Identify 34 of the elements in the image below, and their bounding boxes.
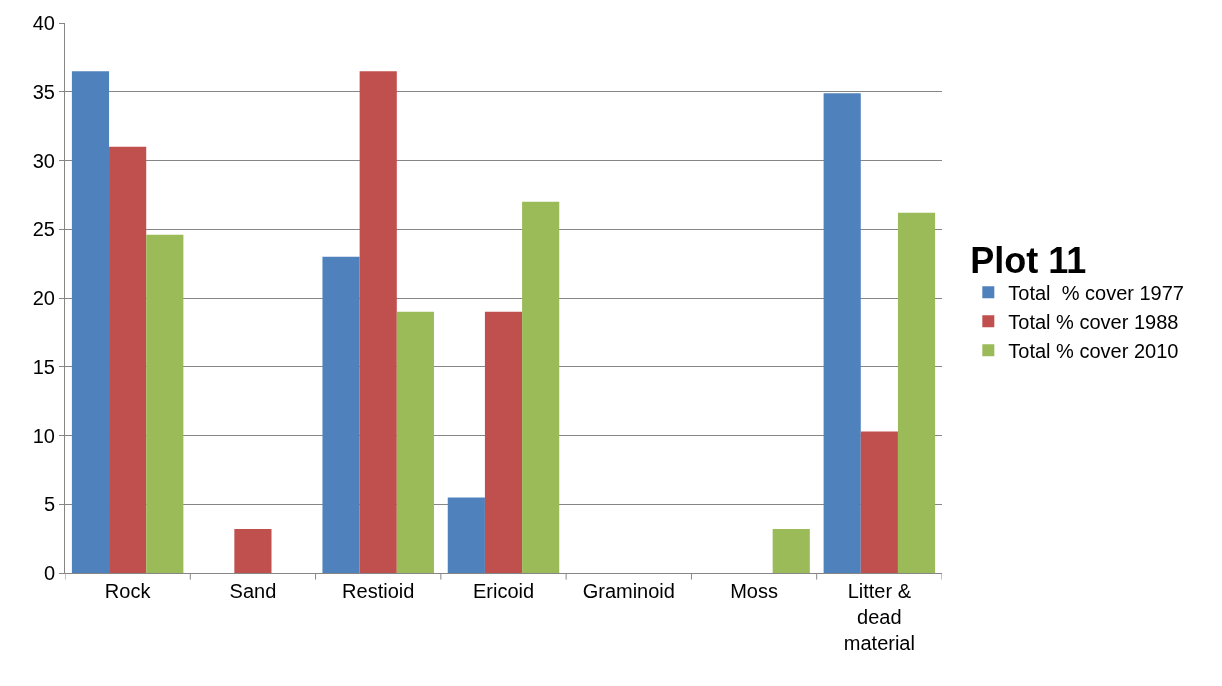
y-tick-label: 5	[43, 493, 55, 516]
legend-title: Plot 11	[970, 239, 1087, 281]
bar	[71, 71, 110, 573]
bar	[447, 497, 485, 573]
legend-label: Total % cover 2010	[1008, 340, 1179, 363]
legend-label: Total % cover 1977	[1008, 282, 1184, 305]
bar	[823, 93, 861, 573]
bar	[396, 311, 434, 573]
y-tick-label: 10	[32, 424, 55, 447]
x-tick-label: Rock	[104, 580, 152, 602]
bar	[359, 71, 397, 573]
y-tick-label: 35	[32, 80, 55, 103]
y-tick-label: 25	[32, 218, 55, 241]
bar	[860, 431, 898, 573]
y-tick-label: 40	[32, 12, 55, 34]
x-tick-label: Ericoid	[472, 580, 535, 602]
y-tick-label: 20	[32, 287, 55, 309]
bar	[897, 212, 936, 573]
y-tick-label: 0	[43, 562, 55, 584]
legend-label: Total % cover 1988	[1008, 311, 1179, 334]
bar	[772, 529, 810, 573]
x-tick-label: Sand	[229, 580, 277, 602]
bar	[522, 201, 560, 573]
x-tick-label: Restioid	[342, 580, 415, 602]
x-tick-label: Litter & dead material	[843, 580, 915, 654]
x-tick-label: Moss	[730, 580, 778, 602]
x-tick-label: Graminoid	[582, 580, 675, 602]
y-tick-label: 30	[32, 149, 55, 172]
bar	[322, 256, 360, 573]
bar	[109, 146, 147, 573]
bar	[484, 311, 523, 573]
bar	[234, 529, 272, 573]
bar	[146, 234, 184, 573]
y-tick-label: 15	[32, 355, 55, 378]
